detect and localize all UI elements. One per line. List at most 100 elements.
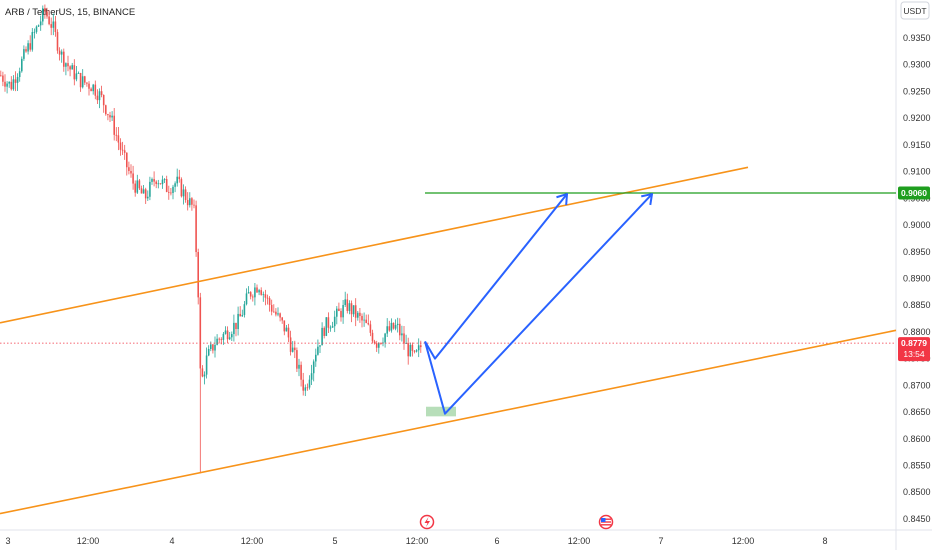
- candle: [237, 306, 239, 336]
- candle: [294, 340, 296, 359]
- candle: [170, 187, 172, 196]
- candle-body: [96, 95, 99, 101]
- price-tick-label: 0.8850: [903, 300, 931, 310]
- candle: [33, 28, 36, 39]
- candle-body: [165, 179, 168, 192]
- price-tick-label: 0.8950: [903, 247, 931, 257]
- candle-body: [291, 347, 294, 352]
- candle-body: [212, 344, 214, 351]
- candle-body: [184, 189, 187, 200]
- candle-body: [325, 317, 328, 336]
- candle: [369, 320, 372, 337]
- candle-body: [60, 51, 63, 55]
- candle-body: [0, 75, 2, 77]
- candle: [180, 177, 183, 198]
- candle-body: [56, 32, 59, 51]
- candle: [65, 62, 67, 76]
- candle: [119, 138, 122, 156]
- candle-body: [182, 189, 185, 197]
- candle-body: [23, 49, 25, 59]
- candle-body: [342, 305, 344, 318]
- candle: [321, 322, 323, 346]
- candle: [2, 71, 4, 87]
- candle-body: [18, 71, 21, 78]
- candle: [52, 13, 55, 36]
- candle: [340, 308, 342, 322]
- current-price-tag: 0.8779 13:54: [898, 337, 930, 362]
- candle: [333, 310, 336, 333]
- candle: [363, 312, 365, 327]
- candle: [325, 317, 328, 337]
- price-tick-label: 0.9350: [903, 33, 931, 43]
- candle-body: [144, 189, 147, 199]
- candle-body: [302, 379, 304, 391]
- candle-body: [14, 79, 17, 83]
- candle-body: [403, 333, 405, 344]
- candle-body: [67, 63, 69, 67]
- candle: [174, 181, 176, 193]
- candle-body: [174, 183, 176, 187]
- candle: [151, 177, 153, 185]
- candle-body: [94, 84, 97, 96]
- candle: [373, 339, 376, 345]
- candle-body: [420, 345, 422, 348]
- candle-body: [75, 73, 78, 80]
- candle: [287, 323, 290, 343]
- candle: [149, 176, 151, 201]
- candle: [136, 174, 139, 194]
- candle-body: [191, 198, 193, 205]
- bar-countdown-label: 13:54: [903, 349, 925, 359]
- candle-body: [256, 287, 258, 293]
- lightning-event-icon[interactable]: [419, 514, 435, 530]
- candle-body: [159, 183, 162, 185]
- candle: [312, 359, 315, 382]
- candle-body: [260, 290, 262, 295]
- candle: [346, 293, 349, 314]
- candle-body: [363, 319, 365, 321]
- currency-label-box[interactable]: USDT: [900, 1, 930, 20]
- candle: [413, 350, 416, 354]
- candle-body: [134, 183, 136, 193]
- candle-body: [42, 8, 44, 22]
- candle-body: [327, 317, 330, 328]
- candle-body: [73, 65, 76, 80]
- candle-body: [136, 180, 139, 193]
- candle-body: [245, 293, 248, 305]
- chart-drawings: [0, 166, 897, 515]
- candle: [298, 358, 300, 377]
- price-tick-label: 0.8500: [903, 487, 931, 497]
- candle: [291, 341, 294, 353]
- price-tick-label: 0.8800: [903, 327, 931, 337]
- candle: [323, 326, 325, 339]
- candle: [63, 48, 65, 72]
- candle-body: [226, 330, 229, 340]
- candle-body: [222, 333, 225, 340]
- candle: [235, 322, 237, 337]
- candle-body: [235, 322, 237, 330]
- candle: [300, 361, 302, 387]
- candle: [405, 334, 407, 344]
- candle-body: [77, 72, 80, 74]
- candle: [105, 104, 107, 116]
- us-flag-event-icon[interactable]: [598, 514, 614, 530]
- candle: [214, 336, 216, 358]
- candle: [327, 312, 330, 333]
- candle-body: [142, 189, 145, 194]
- candle-body: [407, 343, 409, 357]
- candle-body: [6, 83, 8, 87]
- candle: [218, 337, 220, 344]
- candle-body: [12, 79, 15, 90]
- candle-body: [21, 58, 23, 72]
- candle-body: [352, 305, 355, 315]
- candle-body: [413, 350, 416, 352]
- candle: [31, 28, 34, 52]
- candle: [378, 342, 380, 354]
- candle-body: [2, 75, 4, 82]
- candle: [270, 299, 273, 316]
- candle: [147, 190, 149, 201]
- candle: [350, 300, 353, 323]
- candle: [409, 342, 412, 357]
- candle: [239, 306, 241, 317]
